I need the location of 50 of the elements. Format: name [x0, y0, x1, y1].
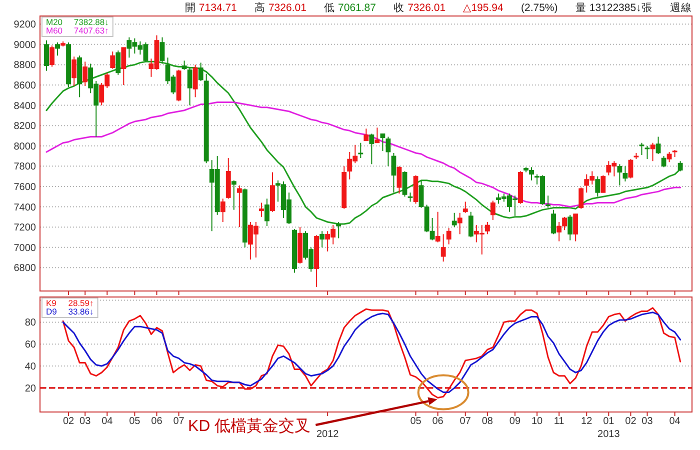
- x-tick-label: 07: [173, 416, 185, 427]
- x-tick-label: 04: [669, 416, 681, 427]
- text: 收 7326.01: [394, 2, 446, 14]
- x-tick-label: 07: [460, 416, 472, 427]
- y-tick-label: 60: [24, 340, 36, 351]
- y-tick-label: 40: [24, 362, 36, 372]
- x-tick-label: 06: [151, 416, 163, 427]
- y-tick-label: 7400: [14, 202, 36, 214]
- text: 量 13122385↓張: [575, 2, 652, 14]
- text: K9 28.59↑: [46, 298, 94, 308]
- y-tick-label: 8400: [14, 100, 36, 112]
- y-tick-label: 20: [24, 383, 36, 394]
- x-tick-label: 03: [80, 416, 92, 427]
- y-tick-label: 8600: [14, 80, 36, 92]
- y-tick-label: 8200: [14, 121, 36, 132]
- text: 開 7134.71: [185, 2, 238, 14]
- x-tick-label: 04: [102, 416, 114, 427]
- text: △195.94: [463, 2, 504, 14]
- annotation: KD 低檔黃金交叉: [188, 417, 311, 435]
- x-tick-label: 11: [554, 416, 565, 427]
- x-tick-label: 01 2013: [598, 416, 620, 440]
- y-tick-label: 80: [24, 318, 36, 329]
- x-tick-label: 05: [129, 416, 141, 427]
- y-tick-label: 7200: [14, 222, 36, 234]
- y-tick-label: 7800: [14, 162, 36, 173]
- y-tick-label: 6800: [14, 263, 36, 274]
- text: M20 7382.88↓: [46, 17, 109, 27]
- y-tick-label: 9000: [14, 40, 36, 51]
- y-tick-label: 7600: [14, 182, 36, 193]
- x-tick-label: 10: [531, 416, 544, 427]
- x-tick-label: 2012: [316, 429, 340, 440]
- x-tick-label: 05: [410, 416, 422, 427]
- x-tick-label: 03: [642, 416, 654, 427]
- text: M60 7407.63↑: [46, 26, 109, 36]
- text: D9 33.86↓: [46, 306, 94, 316]
- y-tick-label: 7000: [14, 242, 36, 254]
- text: (2.75%): [521, 2, 558, 14]
- text: 週線: [670, 2, 692, 14]
- x-tick-label: 08: [482, 416, 494, 427]
- x-tick-label: 06: [432, 416, 444, 427]
- x-tick-label: 09: [509, 416, 521, 427]
- line-series: [46, 102, 682, 208]
- y-tick-label: 8000: [14, 141, 36, 152]
- text: 高 7326.01: [254, 1, 307, 14]
- x-tick-label: 02: [625, 416, 637, 427]
- x-tick-label: 12: [581, 416, 593, 427]
- y-tick-label: 9200: [14, 20, 36, 31]
- y-tick-label: 8800: [14, 60, 36, 72]
- text: 低 7061.87: [324, 2, 376, 14]
- x-tick-label: 02: [62, 416, 75, 427]
